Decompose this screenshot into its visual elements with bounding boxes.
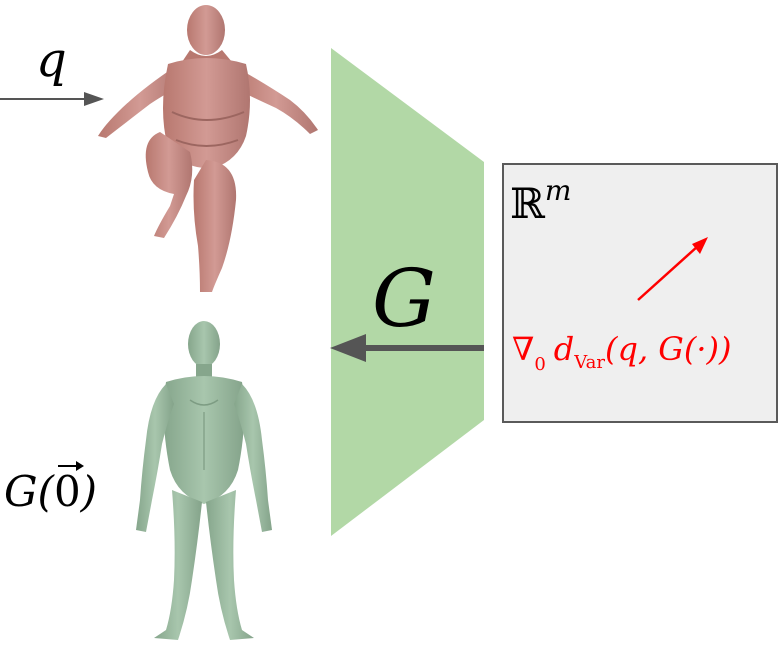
latent-space-label: ℝm [510, 174, 571, 228]
latent-space-box [502, 163, 778, 423]
gradient-nabla: ∇ [512, 330, 534, 368]
generator-output-arrow [330, 334, 484, 362]
gradient-label: ∇0 dVar(q, G(·)) [512, 330, 731, 375]
template-label-open: G( [4, 467, 56, 516]
gradient-d: d [554, 330, 574, 368]
q-label: q [36, 32, 67, 88]
vector-arrow-accent [58, 461, 84, 471]
template-label-vector: 0 [54, 467, 81, 516]
gradient-d-subscript: Var [573, 352, 605, 373]
gradient-arrow [637, 237, 708, 301]
gradient-subscript: 0 [534, 354, 545, 375]
generator-network [331, 48, 484, 536]
generator-label: G [372, 252, 436, 345]
input-arrow [0, 92, 104, 106]
template-body-mesh [136, 321, 272, 640]
template-label-close: ) [80, 467, 97, 516]
gradient-args: (q, G(·)) [605, 330, 732, 368]
latent-space-exponent: m [545, 174, 572, 207]
query-body-mesh [98, 5, 318, 292]
template-label: G(0) [4, 467, 97, 516]
latent-space-base: ℝ [510, 179, 546, 228]
